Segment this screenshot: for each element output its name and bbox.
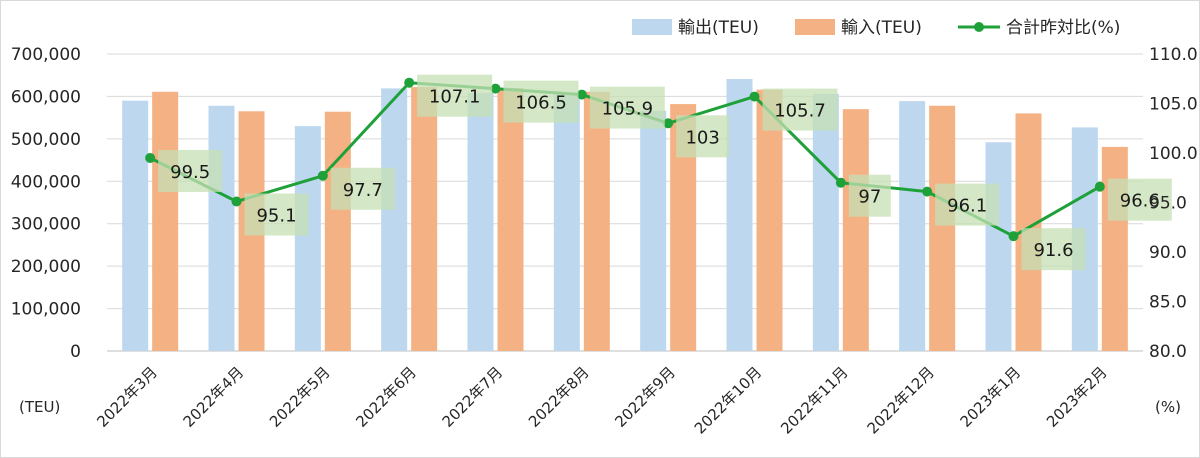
data-label-box [1021, 228, 1086, 271]
export-bar [985, 142, 1012, 351]
right-tick-label: 95.0 [1149, 194, 1187, 214]
ratio-point [835, 177, 846, 188]
legend-import-swatch [795, 19, 835, 35]
left-tick-label: 400,000 [11, 172, 81, 192]
right-tick-label: 110.0 [1149, 45, 1198, 65]
x-tick-label: 2022年10月 [691, 363, 765, 437]
data-label: 96.1 [947, 196, 987, 217]
ratio-point [490, 83, 501, 94]
x-tick-label: 2022年12月 [864, 363, 938, 437]
import-bar [411, 87, 438, 351]
right-tick-label: 85.0 [1149, 293, 1187, 313]
x-tick-label: 2022年4月 [180, 363, 248, 431]
data-label-box [762, 88, 838, 131]
left-axis-ticks: 0 100,000 200,000 300,000 400,000 500,000 600,… [11, 45, 81, 362]
x-tick-label: 2022年8月 [525, 363, 593, 431]
data-label: 91.6 [1033, 240, 1073, 261]
left-axis-unit: (TEU) [19, 398, 60, 416]
legend: 輸出(TEU) 輸入(TEU) 合計昨対比(%) [632, 18, 1120, 38]
export-bar [294, 126, 321, 351]
export-bar [812, 93, 839, 351]
x-tick-label: 2023年2月 [1043, 363, 1111, 431]
data-label-box [244, 193, 309, 236]
x-tick-label: 2022年6月 [352, 363, 420, 431]
data-label-box [503, 80, 579, 123]
x-tick-label: 2022年11月 [777, 363, 851, 437]
data-label: 106.5 [515, 93, 567, 114]
import-bar [929, 105, 956, 352]
x-tick-label: 2022年7月 [439, 363, 507, 431]
left-tick-label: 200,000 [11, 257, 81, 277]
ratio-point [1094, 181, 1105, 192]
data-label: 105.9 [602, 99, 654, 120]
data-label-box [848, 174, 891, 217]
data-label: 97 [858, 187, 881, 208]
import-bar [756, 89, 783, 351]
x-tick-label: 2022年5月 [266, 363, 334, 431]
data-label-box [1107, 178, 1172, 221]
left-tick-label: 600,000 [11, 87, 81, 107]
import-bar [152, 91, 179, 352]
import-bar [583, 91, 610, 352]
left-tick-label: 300,000 [11, 215, 81, 235]
data-label: 99.5 [170, 162, 210, 183]
data-label-box [158, 149, 223, 192]
ratio-point [922, 186, 933, 197]
data-label-box [676, 115, 730, 158]
right-tick-label: 80.0 [1149, 342, 1187, 362]
right-axis-ticks: 80.0 85.0 90.0 95.0 100.0 105.0 110.0 [1149, 45, 1198, 362]
export-bar [381, 88, 408, 352]
data-label-box [330, 167, 395, 210]
data-labels: 99.5 95.1 97.7 107.1 106.5 105.9 103 105.7 97 96.… [158, 74, 1172, 271]
export-bar [467, 93, 494, 351]
legend-label: 輸出(TEU) [678, 18, 759, 38]
legend-line-marker [974, 22, 984, 32]
left-tick-label: 0 [70, 342, 81, 362]
ratio-point [317, 170, 328, 181]
ratio-point [576, 89, 587, 100]
ratio-point [404, 77, 415, 88]
right-axis-unit: (%) [1155, 398, 1181, 416]
export-bar [726, 79, 753, 351]
ratio-point [749, 91, 760, 102]
export-bar [899, 101, 926, 352]
data-label-box [589, 86, 665, 129]
legend-export-swatch [632, 19, 672, 35]
data-label: 96.6 [1120, 191, 1160, 212]
export-bar [553, 93, 580, 351]
x-tick-label: 2023年1月 [957, 363, 1025, 431]
import-bar [497, 87, 524, 351]
left-tick-label: 100,000 [11, 300, 81, 320]
right-tick-label: 105.0 [1149, 95, 1198, 115]
left-tick-label: 700,000 [11, 45, 81, 65]
x-tick-label: 2022年9月 [611, 363, 679, 431]
legend-label: 輸入(TEU) [841, 18, 922, 38]
ratio-point [663, 118, 674, 129]
ratio-point [1008, 231, 1019, 242]
right-tick-label: 100.0 [1149, 144, 1198, 164]
data-label: 105.7 [774, 101, 826, 122]
data-label-box [417, 74, 493, 117]
import-bar [1101, 146, 1128, 351]
ratio-point [145, 152, 156, 163]
ratio-point [231, 196, 242, 207]
x-axis-ticks: 2022年3月 2022年4月 2022年5月 2022年6月 2022年7月 2022年… [93, 363, 1110, 437]
data-label: 95.1 [256, 206, 296, 227]
data-label: 97.7 [343, 180, 383, 201]
export-bar [640, 110, 667, 352]
export-bar [122, 100, 149, 352]
data-label: 103 [685, 127, 719, 148]
left-tick-label: 500,000 [11, 130, 81, 150]
data-label-box [935, 183, 1000, 226]
export-bar [208, 105, 235, 352]
data-label: 107.1 [429, 87, 481, 108]
import-bar [842, 109, 869, 352]
legend-label: 合計昨対比(%) [1006, 18, 1120, 38]
x-tick-label: 2022年3月 [93, 363, 161, 431]
right-tick-label: 90.0 [1149, 243, 1187, 263]
